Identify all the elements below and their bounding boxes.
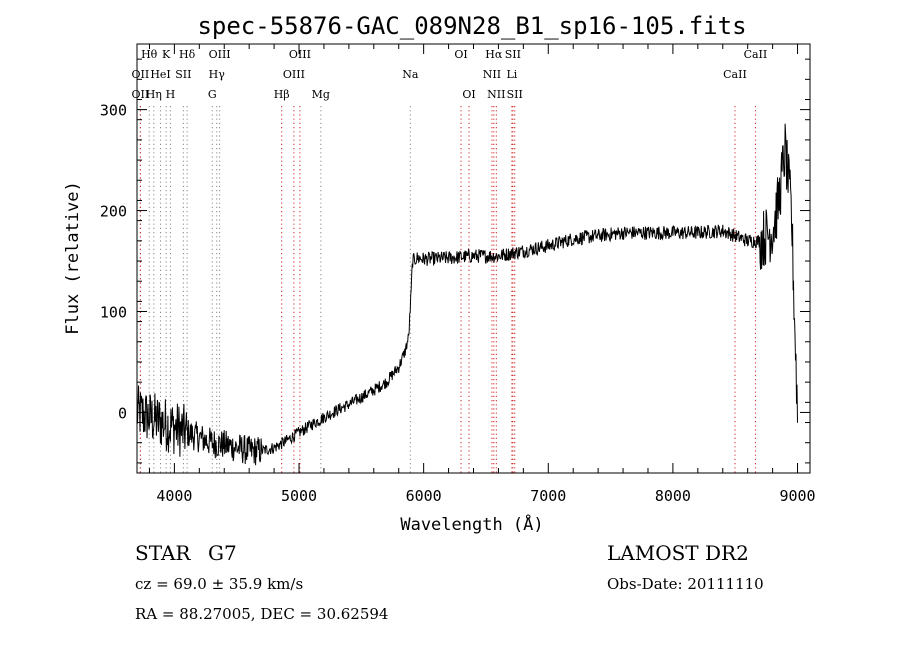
absorption-line-label: Hδ bbox=[179, 48, 196, 61]
coordinates-text: RA = 88.27005, DEC = 30.62594 bbox=[135, 605, 389, 623]
emission-line-label: NII bbox=[483, 68, 501, 81]
absorption-line-label: Na bbox=[402, 68, 419, 81]
emission-line-label: Hα bbox=[485, 48, 503, 61]
x-axis-label: Wavelength (Å) bbox=[400, 513, 543, 535]
spectrum-line bbox=[136, 123, 798, 466]
obs-date-text: Obs-Date: 20111110 bbox=[607, 575, 764, 593]
y-tick-label: 200 bbox=[100, 203, 127, 221]
object-subclass: G7 bbox=[208, 541, 237, 565]
absorption-line-label: Mg bbox=[312, 88, 330, 101]
x-tick-label: 5000 bbox=[281, 487, 317, 505]
emission-line-label: Li bbox=[506, 68, 517, 81]
chart-title: spec-55876-GAC_089N28_B1_sp16-105.fits bbox=[197, 12, 746, 40]
emission-line-label: NII bbox=[487, 88, 505, 101]
x-tick-label: 6000 bbox=[406, 487, 442, 505]
x-tick-label: 4000 bbox=[156, 487, 192, 505]
x-tick-label: 8000 bbox=[655, 487, 691, 505]
emission-line-label: CaII bbox=[723, 68, 747, 81]
emission-line-label: SII bbox=[507, 88, 523, 101]
absorption-line-label: Hη bbox=[146, 88, 162, 101]
plot-frame bbox=[136, 43, 811, 474]
emission-line-label: OIII bbox=[289, 48, 311, 61]
x-tick-label: 9000 bbox=[779, 487, 815, 505]
emission-line-label: SII bbox=[505, 48, 521, 61]
x-tick-label: 7000 bbox=[530, 487, 566, 505]
emission-line-label: Hβ bbox=[274, 88, 290, 101]
object-type: STAR bbox=[135, 541, 191, 565]
survey-name: LAMOST DR2 bbox=[607, 541, 749, 565]
axis-ticks-layer: 4000 5000 6000 7000 8000 9000 0 100 200 300 bbox=[100, 44, 816, 505]
line-markers-layer bbox=[139, 106, 756, 473]
absorption-line-label: K bbox=[162, 48, 171, 61]
emission-line-label: OI bbox=[454, 48, 467, 61]
y-axis-label: Flux (relative) bbox=[63, 181, 83, 335]
absorption-line-label: Hθ bbox=[141, 48, 158, 61]
emission-line-label: OIII bbox=[283, 68, 305, 81]
absorption-line-label: HeI bbox=[150, 68, 170, 81]
absorption-line-label: SII bbox=[175, 68, 191, 81]
redshift-text: cz = 69.0 ± 35.9 km/s bbox=[135, 575, 304, 593]
absorption-line-label: OIII bbox=[209, 48, 231, 61]
y-tick-label: 300 bbox=[100, 102, 127, 120]
emission-line-label: OI bbox=[462, 88, 475, 101]
emission-line-label: CaII bbox=[744, 48, 768, 61]
absorption-line-label: H bbox=[166, 88, 176, 101]
y-tick-label: 0 bbox=[118, 404, 127, 422]
y-tick-label: 100 bbox=[100, 303, 127, 321]
absorption-line-label: G bbox=[208, 88, 217, 101]
absorption-line-label: Hγ bbox=[209, 68, 226, 81]
emission-line-label: OII bbox=[132, 68, 150, 81]
absorption-line-label: OII bbox=[132, 88, 150, 101]
line-labels-layer: OII Hθ Hη HeI K H SII Hδ G Hγ OIII Mg Na OII Hβ OIII OII… bbox=[132, 48, 768, 101]
